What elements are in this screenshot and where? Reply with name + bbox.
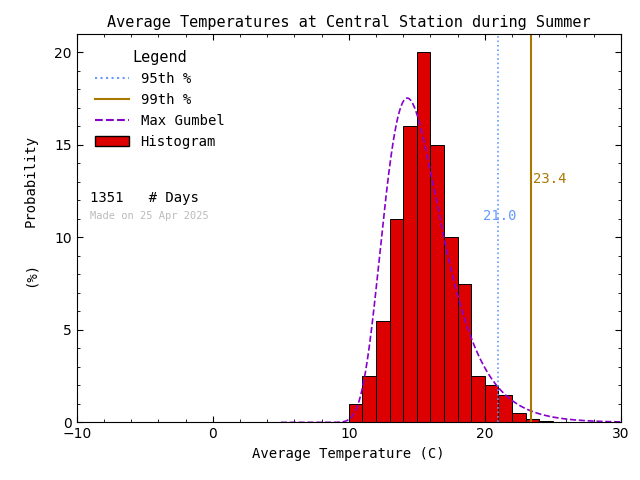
Bar bbox=[512, 413, 525, 422]
Legend: 95th %, 99th %, Max Gumbel, Histogram: 95th %, 99th %, Max Gumbel, Histogram bbox=[89, 45, 230, 155]
Bar bbox=[471, 376, 485, 422]
Bar bbox=[403, 126, 417, 422]
Bar bbox=[499, 395, 512, 422]
Text: Made on 25 Apr 2025: Made on 25 Apr 2025 bbox=[90, 211, 209, 220]
Bar bbox=[376, 321, 390, 422]
Text: 1351   # Days: 1351 # Days bbox=[90, 191, 199, 205]
Bar bbox=[444, 237, 458, 422]
Bar bbox=[417, 52, 431, 422]
Text: Probability: Probability bbox=[24, 135, 38, 228]
Bar bbox=[458, 284, 471, 422]
X-axis label: Average Temperature (C): Average Temperature (C) bbox=[253, 447, 445, 461]
Bar bbox=[540, 420, 553, 422]
Bar bbox=[485, 385, 499, 422]
Text: 23.4: 23.4 bbox=[533, 172, 566, 186]
Bar bbox=[362, 376, 376, 422]
Bar bbox=[525, 419, 540, 422]
Text: (%): (%) bbox=[24, 262, 38, 287]
Bar bbox=[431, 144, 444, 422]
Bar bbox=[390, 219, 403, 422]
Text: 21.0: 21.0 bbox=[483, 209, 517, 224]
Title: Average Temperatures at Central Station during Summer: Average Temperatures at Central Station … bbox=[107, 15, 591, 30]
Bar bbox=[349, 404, 362, 422]
